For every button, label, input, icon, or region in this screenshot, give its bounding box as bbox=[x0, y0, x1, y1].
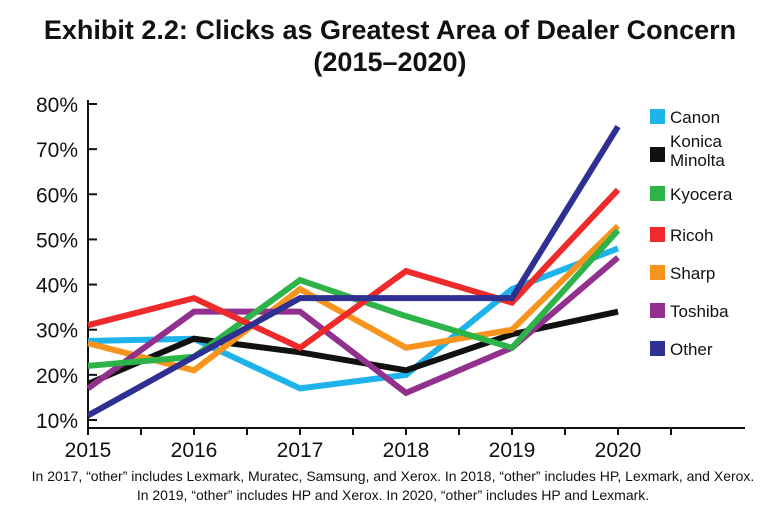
series-line-ricoh bbox=[87, 187, 621, 352]
x-tick-label: 2020 bbox=[595, 439, 642, 462]
chart-title: Exhibit 2.2: Clicks as Greatest Area of … bbox=[0, 14, 780, 78]
y-tick-label: 60% bbox=[36, 184, 78, 207]
footnote: In 2017, “other” includes Lexmark, Murat… bbox=[31, 468, 755, 503]
legend-label-toshiba: Toshiba bbox=[670, 302, 729, 321]
series-line-other bbox=[86, 124, 621, 419]
legend-swatch-canon bbox=[650, 109, 665, 124]
legend-label-kyocera: Kyocera bbox=[670, 185, 733, 204]
legend-swatch-toshiba bbox=[650, 303, 665, 318]
legend-label-ricoh: Ricoh bbox=[670, 226, 713, 245]
legend-label-line: Konica bbox=[670, 132, 723, 151]
chart-title-line1: Exhibit 2.2: Clicks as Greatest Area of … bbox=[43, 15, 737, 45]
series-line-toshiba bbox=[86, 255, 620, 397]
legend-swatch-ricoh bbox=[650, 227, 665, 242]
x-tick-label: 2017 bbox=[277, 439, 324, 462]
legend-swatch-other bbox=[650, 341, 665, 356]
x-tick-label: 2018 bbox=[383, 439, 430, 462]
legend-label-line: Minolta bbox=[670, 151, 725, 170]
x-tick-label: 2019 bbox=[489, 439, 536, 462]
x-tick-label: 2015 bbox=[65, 439, 112, 462]
legend-label-sharp: Sharp bbox=[670, 264, 715, 283]
x-tick-label: 2016 bbox=[171, 439, 218, 462]
legend-swatch-kyocera bbox=[650, 186, 665, 201]
y-tick-label: 50% bbox=[36, 229, 78, 252]
legend-label-other: Other bbox=[670, 340, 713, 359]
y-tick-label: 40% bbox=[36, 275, 78, 298]
legend-label-canon: Canon bbox=[670, 108, 720, 127]
y-tick-label: 70% bbox=[36, 139, 78, 162]
y-tick-label: 30% bbox=[36, 320, 78, 343]
series-lines bbox=[86, 124, 621, 419]
legend-swatch-konica-minolta bbox=[650, 147, 665, 162]
legend-label-konica-minolta: Konica Minolta bbox=[670, 132, 725, 170]
y-axis-ticks: 10% 20% 30% 40% 50% 60% 70% 80% bbox=[36, 94, 97, 433]
y-tick-label: 10% bbox=[36, 410, 78, 433]
x-axis-ticks: 2015 2016 2017 2018 2019 2020 bbox=[65, 428, 672, 462]
y-tick-label: 80% bbox=[36, 94, 78, 117]
axes bbox=[87, 100, 745, 429]
legend-swatch-sharp bbox=[650, 265, 665, 280]
y-tick-label: 20% bbox=[36, 365, 78, 388]
chart-title-line2: (2015–2020) bbox=[313, 47, 467, 77]
legend: Canon Konica Minolta Kyocera Ricoh Sharp Toshi… bbox=[650, 108, 733, 359]
